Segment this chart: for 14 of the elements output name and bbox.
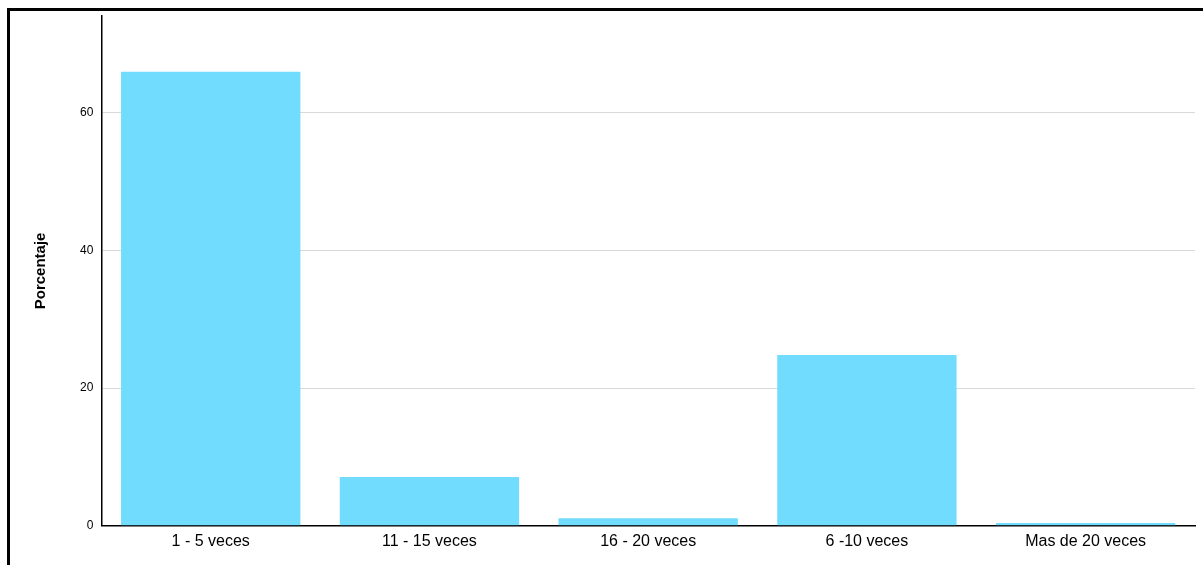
- y-tick-label: 40: [79, 242, 94, 257]
- bar: [777, 354, 957, 526]
- bar: [339, 476, 520, 526]
- x-tick-label: 1 - 5 veces: [171, 531, 250, 549]
- x-tick-label: Mas de 20 veces: [1025, 531, 1147, 549]
- x-tick-label: 6 -10 veces: [825, 531, 909, 549]
- y-tick-label: 20: [79, 380, 94, 395]
- y-axis-title: Porcentaje: [31, 232, 49, 310]
- x-tick-label: 16 - 20 veces: [600, 531, 697, 549]
- y-tick-label: 60: [79, 104, 94, 119]
- bar: [558, 518, 738, 526]
- x-tick-label: 11 - 15 veces: [382, 531, 477, 549]
- bar: [121, 71, 301, 526]
- y-tick-label: 0: [86, 518, 94, 533]
